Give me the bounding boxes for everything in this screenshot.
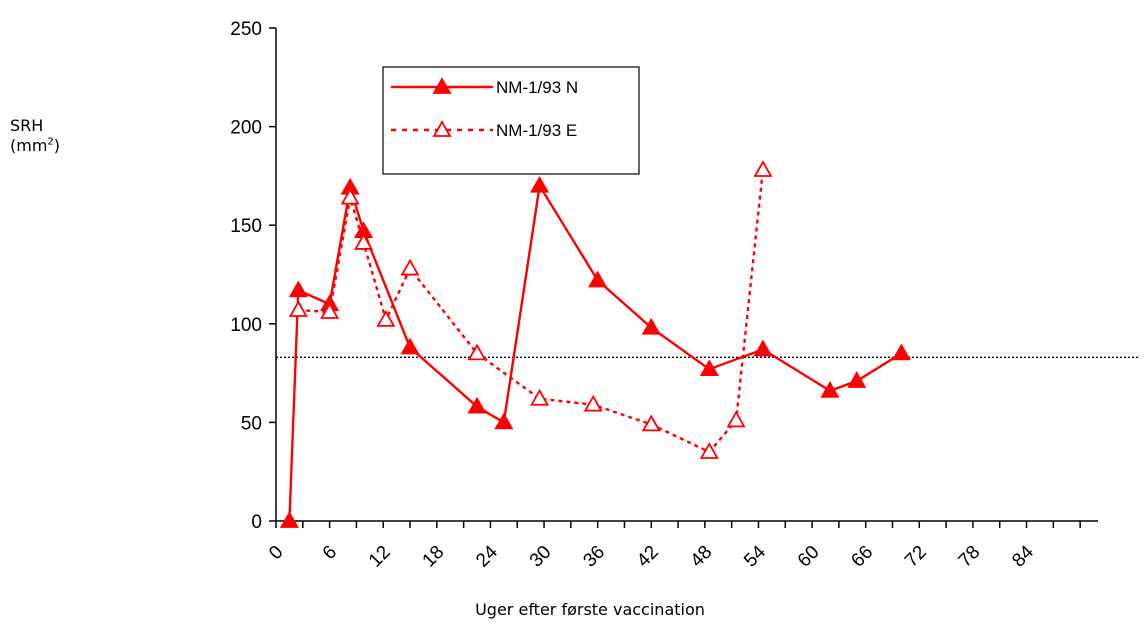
data-point bbox=[354, 233, 374, 250]
data-point bbox=[376, 310, 396, 327]
data-point bbox=[753, 160, 773, 177]
data-point bbox=[726, 410, 746, 428]
series-line bbox=[298, 169, 765, 454]
series-layer bbox=[279, 160, 911, 528]
x-tick-label: 30 bbox=[526, 542, 556, 572]
x-tick-label: 78 bbox=[955, 542, 985, 572]
x-tick-label: 48 bbox=[687, 542, 717, 572]
data-point bbox=[400, 258, 420, 276]
data-point bbox=[400, 337, 420, 355]
data-point bbox=[641, 317, 661, 335]
data-point bbox=[699, 442, 719, 459]
x-tick-label: 6 bbox=[319, 542, 341, 564]
x-tick-label: 54 bbox=[740, 541, 770, 571]
series-2 bbox=[288, 160, 773, 459]
legend-label: NM-1/93 N bbox=[496, 78, 578, 97]
y-tick-label: 0 bbox=[251, 512, 262, 533]
legend-label: NM-1/93 E bbox=[496, 121, 577, 140]
data-point bbox=[279, 511, 299, 528]
y-axis-unit-prefix: (mm bbox=[10, 136, 48, 155]
legend-marker bbox=[432, 120, 452, 137]
legend-box bbox=[382, 66, 640, 175]
data-point bbox=[820, 381, 840, 398]
y-axis-unit-sup: 2 bbox=[47, 136, 54, 148]
data-point bbox=[753, 339, 773, 357]
series-line bbox=[288, 182, 903, 522]
y-tick-label: 50 bbox=[241, 413, 262, 434]
data-point bbox=[467, 396, 487, 414]
y-axis-unit: (mm2) bbox=[10, 136, 60, 156]
data-point bbox=[583, 394, 603, 412]
data-point bbox=[588, 270, 608, 288]
x-tick-label: 24 bbox=[472, 541, 502, 571]
axes bbox=[269, 27, 1098, 528]
x-tick-label: 18 bbox=[419, 542, 449, 572]
y-axis-unit-suffix: ) bbox=[53, 136, 61, 155]
x-tick-label: 72 bbox=[901, 542, 931, 572]
y-tick-label: 200 bbox=[230, 118, 262, 139]
x-tick-label: 12 bbox=[365, 542, 395, 572]
x-axis-label: Uger efter første vaccination bbox=[475, 600, 705, 619]
data-point bbox=[494, 412, 514, 430]
x-tick-label: 36 bbox=[579, 542, 609, 572]
y-tick-label: 250 bbox=[230, 19, 262, 40]
y-tick-label: 100 bbox=[230, 315, 262, 336]
data-point bbox=[288, 300, 308, 317]
x-tick-label: 66 bbox=[847, 542, 877, 572]
x-tick-label: 84 bbox=[1008, 541, 1038, 571]
data-point bbox=[467, 343, 487, 361]
chart: 0 50 100 150 200 250 0 6 12 18 24 30 36 42 48 54 60 66 72 7… bbox=[230, 19, 1140, 572]
data-point bbox=[847, 371, 867, 388]
data-point bbox=[288, 280, 308, 298]
y-axis-label-text: SRH bbox=[10, 116, 44, 135]
data-point bbox=[699, 359, 719, 377]
x-tick-label: 0 bbox=[265, 542, 287, 564]
series-1 bbox=[279, 175, 911, 528]
y-axis-label: SRH (mm2) bbox=[10, 116, 60, 156]
data-point bbox=[891, 343, 911, 361]
legend-item: NM-1/93 N bbox=[391, 77, 578, 97]
data-point bbox=[530, 388, 550, 406]
legend: NM-1/93 N NM-1/93 E bbox=[382, 66, 640, 175]
data-point bbox=[340, 187, 360, 205]
data-point bbox=[530, 175, 550, 193]
data-point bbox=[320, 302, 340, 319]
legend-marker bbox=[432, 77, 452, 94]
y-tick-label: 150 bbox=[230, 216, 262, 237]
data-point bbox=[641, 414, 661, 432]
legend-item: NM-1/93 E bbox=[391, 120, 577, 140]
x-tick-label: 42 bbox=[633, 542, 663, 572]
x-tick-label: 60 bbox=[794, 542, 824, 572]
